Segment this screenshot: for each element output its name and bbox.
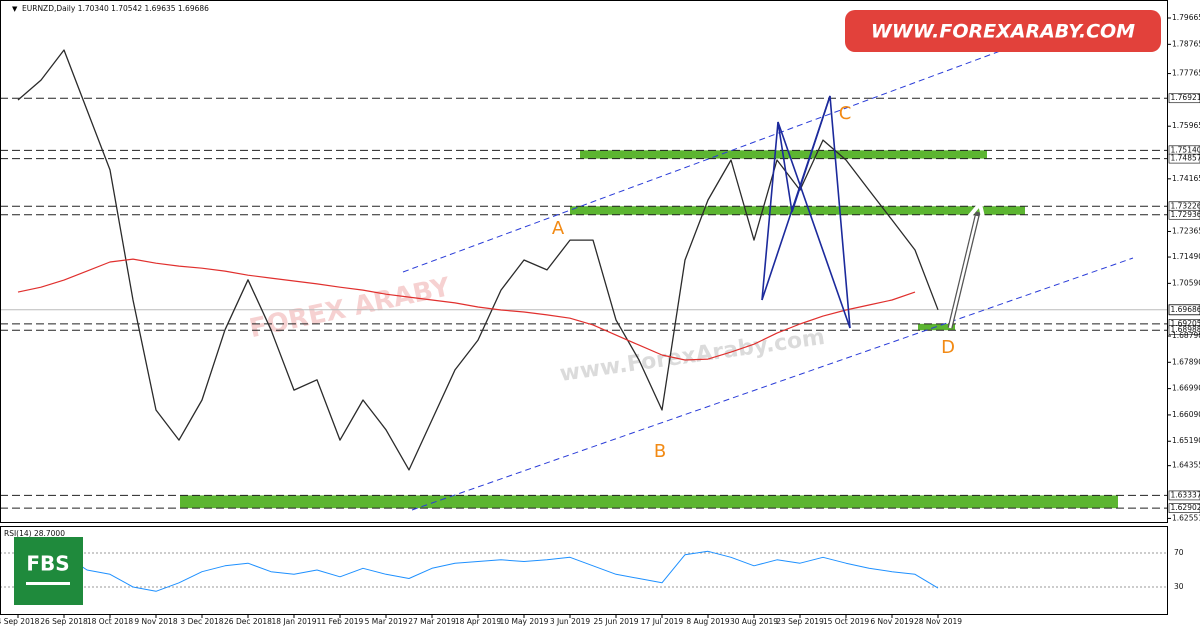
x-tick-label: 17 Jul 2019: [641, 617, 684, 626]
level-label: 1.72936: [1171, 210, 1200, 219]
y-tick-label: 1.70590: [1172, 278, 1200, 287]
banner-text: WWW.FOREXARABY.COM: [871, 21, 1135, 43]
x-tick-label: 10 May 2019: [500, 617, 549, 626]
logo-bar: [26, 582, 70, 585]
x-tick-label: 30 Aug 2019: [730, 617, 778, 626]
y-tick-label: 1.77765: [1172, 69, 1200, 78]
rsi-tick-label: 70: [1174, 548, 1184, 557]
x-tick-label: 23 Sep 2019: [776, 617, 824, 626]
level-label: 1.76921: [1171, 93, 1200, 102]
x-tick-label: 5 Mar 2019: [365, 617, 408, 626]
current-price-label: 1.69686: [1171, 305, 1200, 314]
rsi-title: RSI(14) 28.7000: [4, 529, 65, 538]
y-tick-label: 1.79665: [1172, 13, 1200, 22]
x-tick-label: 18 Apr 2019: [455, 617, 502, 626]
support-resistance-zone: [570, 206, 1025, 214]
x-tick-label: 6 Nov 2019: [870, 617, 913, 626]
y-tick-label: 1.72365: [1172, 226, 1200, 235]
x-tick-label: 25 Jun 2019: [593, 617, 638, 626]
x-tick-label: 11 Feb 2019: [317, 617, 364, 626]
x-tick-label: 3 Jun 2019: [550, 617, 591, 626]
y-tick-label: 1.65190: [1172, 436, 1200, 445]
x-tick-label: 9 Nov 2018: [134, 617, 177, 626]
y-tick-label: 1.66990: [1172, 384, 1200, 393]
y-tick-label: 1.62551: [1172, 513, 1200, 522]
y-tick-label: 1.78765: [1172, 39, 1200, 48]
x-tick-label: 8 Aug 2019: [686, 617, 729, 626]
level-label: 1.74857: [1171, 154, 1200, 163]
y-tick-label: 1.68790: [1172, 331, 1200, 340]
y-tick-label: 1.74165: [1172, 174, 1200, 183]
x-tick-label: 18 Jan 2019: [272, 617, 317, 626]
x-tick-label: 18 Oct 2018: [87, 617, 134, 626]
x-tick-label: 15 Oct 2019: [823, 617, 870, 626]
rsi-tick-label: 30: [1174, 582, 1184, 591]
x-tick-label: 27 Mar 2019: [408, 617, 456, 626]
pattern-label: D: [941, 337, 955, 358]
x-tick-label: 26 Dec 2018: [224, 617, 272, 626]
x-tick-label: 4 Sep 2018: [0, 617, 40, 626]
x-tick-label: 28 Nov 2019: [914, 617, 962, 626]
level-label: 1.62902: [1171, 503, 1200, 512]
level-label: 1.63337: [1171, 490, 1200, 499]
y-tick-label: 1.66090: [1172, 410, 1200, 419]
y-tick-label: 1.67890: [1172, 357, 1200, 366]
pattern-label: B: [654, 441, 666, 462]
symbol-header: EURNZD,Daily 1.70340 1.70542 1.69635 1.6…: [22, 4, 209, 13]
y-tick-label: 1.64355: [1172, 461, 1200, 470]
pattern-label: C: [839, 103, 852, 124]
y-tick-label: 1.75965: [1172, 121, 1200, 130]
logo-text: FBS: [26, 552, 69, 576]
support-resistance-zone: [180, 495, 1118, 508]
header-arrow: ▼: [12, 5, 18, 13]
pattern-label: A: [552, 218, 565, 239]
x-tick-label: 3 Dec 2018: [180, 617, 223, 626]
x-tick-label: 26 Sep 2018: [40, 617, 88, 626]
y-tick-label: 1.71490: [1172, 252, 1200, 261]
